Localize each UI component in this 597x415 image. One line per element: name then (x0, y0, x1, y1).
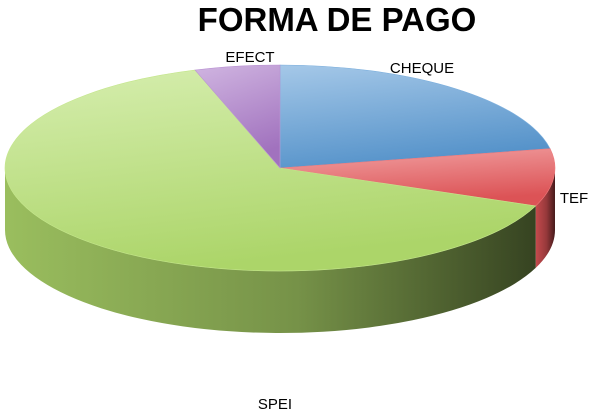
pie-slice-tef (279, 148, 556, 207)
pie-slice-side-tef (535, 168, 555, 268)
pie-label-layer: CHEQUE TEF SPEI EFECT (225, 49, 588, 413)
chart-title: FORMA DE PAGO (198, 1, 477, 38)
pie-depth-layer (5, 168, 555, 334)
pie-slice-side-spei (5, 168, 536, 334)
pie-label-tef: TEF (560, 190, 588, 207)
pie-top-layer (4, 64, 556, 272)
pie-label-spei: SPEI (258, 396, 292, 413)
pie-slice-spei (4, 69, 537, 272)
pie-slice-cheque (279, 64, 551, 169)
pie-label-cheque: CHEQUE (390, 60, 454, 77)
pie-label-efect: EFECT (225, 49, 274, 66)
pie-slice-efect (194, 64, 281, 169)
